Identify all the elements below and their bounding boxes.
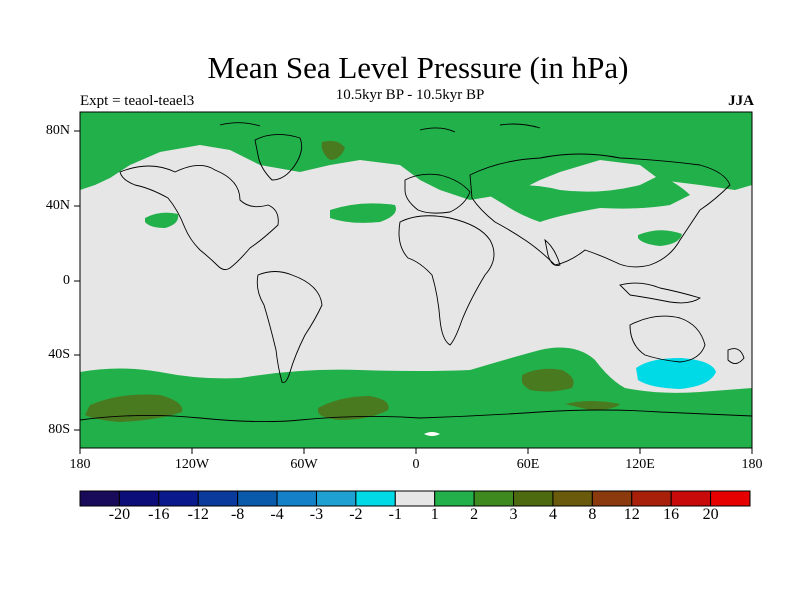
colorbar-swatch <box>631 490 672 507</box>
colorbar-label: -8 <box>230 506 245 523</box>
lon-label-120w: 120W <box>174 457 210 472</box>
lat-label-40n: 40N <box>45 198 70 213</box>
colorbar-swatch <box>118 490 160 507</box>
colorbar-swatch <box>158 490 199 507</box>
map-subtitle: 10.5kyr BP - 10.5kyr BP <box>335 87 485 103</box>
colorbar-swatch <box>355 490 396 507</box>
lat-label-80n: 80N <box>45 123 70 138</box>
season-label: JJA <box>728 93 754 109</box>
colorbar-swatch <box>394 490 436 507</box>
experiment-label: Expt = teaol-teael3 <box>80 93 195 109</box>
coastlines <box>79 122 753 423</box>
colorbar-label: 20 <box>702 506 719 523</box>
asia-coast <box>469 153 731 268</box>
lat-label-80s: 80S <box>48 422 70 437</box>
colorbar-label: -12 <box>187 506 209 523</box>
lon-label-120e: 120E <box>625 457 655 472</box>
lat-label-40s: 40S <box>48 347 70 362</box>
colorbar-swatch <box>79 490 120 507</box>
colorbar-swatch <box>591 490 633 507</box>
lat-label-0: 0 <box>63 273 70 288</box>
colorbar-swatch <box>197 490 239 507</box>
antarctic-small-patch <box>424 432 440 436</box>
colorbar <box>79 490 751 507</box>
colorbar-label: 2 <box>470 506 479 523</box>
colorbar-swatch <box>670 490 712 507</box>
greenland-coast <box>254 134 303 181</box>
map-title: Mean Sea Level Pressure (in hPa) <box>207 50 629 85</box>
colorbar-label: 16 <box>663 506 680 523</box>
negative-anomaly-region <box>636 358 716 389</box>
colorbar-swatch <box>473 490 515 507</box>
colorbar-swatch <box>315 490 357 507</box>
colorbar-swatch <box>237 490 278 507</box>
colorbar-label: -1 <box>388 506 402 523</box>
colorbar-swatch <box>276 490 317 507</box>
colorbar-label: -16 <box>148 506 170 523</box>
lon-label-60e: 60E <box>516 457 540 472</box>
colorbar-label: -2 <box>349 506 363 523</box>
arctic-islands-coast <box>219 122 541 133</box>
new-zealand-coast <box>727 348 745 364</box>
colorbar-label: -20 <box>108 506 131 523</box>
colorbar-label: 12 <box>623 506 640 523</box>
colorbar-label: -4 <box>270 506 284 523</box>
lon-label-180-left: 180 <box>69 457 91 472</box>
colorbar-label: -3 <box>309 506 324 523</box>
colorbar-label: 8 <box>588 506 597 523</box>
positive-anomaly-regions <box>80 112 752 448</box>
antarctica-coast <box>79 409 753 423</box>
axis-ticks <box>74 130 753 454</box>
south-america-coast <box>256 271 323 383</box>
maritime-continent-coast <box>619 282 702 304</box>
europe-coast <box>404 173 471 214</box>
lon-label-0: 0 <box>412 457 420 472</box>
africa-coast <box>398 215 495 346</box>
india-coast <box>544 238 561 266</box>
colorbar-swatch <box>434 490 475 507</box>
colorbar-swatch <box>552 490 593 507</box>
colorbar-label: 3 <box>509 506 518 523</box>
australia-coast <box>629 315 706 363</box>
north-america-coast <box>119 165 279 271</box>
lon-label-180-right: 180 <box>741 457 763 472</box>
colorbar-swatch <box>710 490 751 507</box>
colorbar-swatch <box>513 490 554 507</box>
lon-label-60w: 60W <box>290 457 318 472</box>
colorbar-label: 1 <box>430 506 439 523</box>
colorbar-label: 4 <box>548 506 557 523</box>
